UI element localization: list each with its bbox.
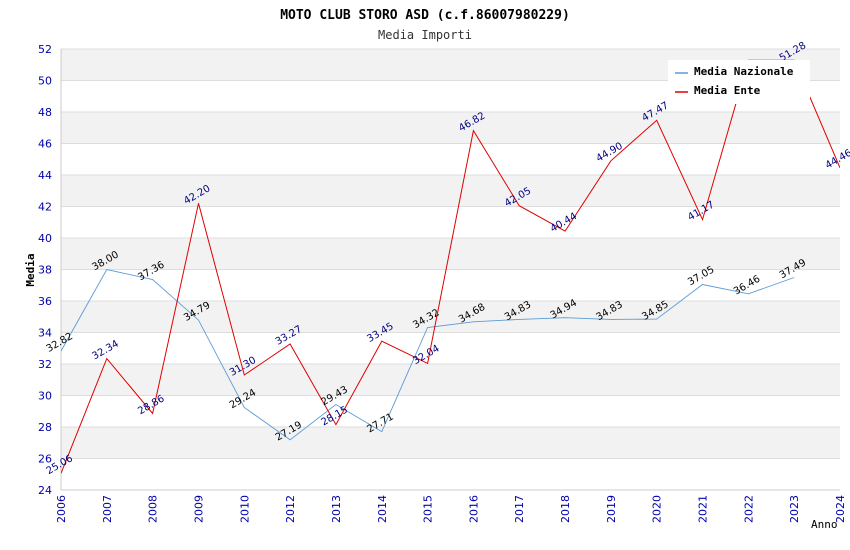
plot-band (61, 301, 840, 333)
chart-subtitle: Media Importi (378, 28, 472, 42)
plot-band (61, 395, 840, 427)
x-axis-tick-labels: 2006 2007 2008 2009 2010 2012 2013 2014 2015 2016… (55, 495, 847, 523)
plot-band (61, 364, 840, 396)
y-axis-title: Media (24, 253, 37, 286)
gridlines (61, 48, 840, 491)
y-tick-label: 52 (38, 43, 52, 56)
x-tick-label: 2019 (605, 495, 618, 523)
x-tick-label: 2015 (422, 495, 435, 523)
y-axis-tick-labels: 24 26 28 30 32 34 36 38 40 42 44 46 48 50 52 (38, 43, 52, 497)
series-line-nazionale (61, 268, 795, 441)
y-tick-label: 26 (38, 453, 52, 466)
y-tick-label: 40 (38, 232, 52, 245)
legend-label-nazionale: Media Nazionale (694, 65, 794, 78)
plot-band (61, 143, 840, 175)
y-tick-label: 44 (38, 169, 52, 182)
plot-background-bands (61, 49, 840, 490)
x-tick-label: 2021 (697, 495, 710, 523)
y-tick-label: 42 (38, 201, 52, 214)
plot-band (61, 269, 840, 301)
y-tick-label: 34 (38, 327, 52, 340)
plot-band (61, 238, 840, 270)
x-tick-label: 2020 (651, 495, 664, 523)
plot-band (61, 206, 840, 238)
plot-band (61, 427, 840, 459)
x-tick-label: 2013 (330, 495, 343, 523)
x-axis-title: Anno (811, 518, 838, 531)
x-tick-label: 2014 (376, 495, 389, 523)
x-tick-label: 2017 (513, 495, 526, 523)
legend-box (668, 60, 810, 104)
x-tick-label: 2016 (467, 495, 480, 523)
x-tick-label: 2018 (559, 495, 572, 523)
plot-band (61, 332, 840, 364)
x-tick-label: 2024 (834, 495, 847, 523)
legend: Media Nazionale Media Ente (668, 60, 810, 104)
series-lines (61, 59, 840, 474)
y-tick-label: 36 (38, 295, 52, 308)
y-tick-label: 50 (38, 75, 52, 88)
x-tick-label: 2007 (101, 495, 114, 523)
y-tick-label: 24 (38, 484, 52, 497)
x-tick-label: 2023 (788, 495, 801, 523)
plot-band (61, 175, 840, 207)
axes (60, 49, 840, 491)
chart-title: MOTO CLUB STORO ASD (c.f.86007980229) (280, 8, 570, 23)
y-tick-label: 48 (38, 106, 52, 119)
y-tick-label: 28 (38, 421, 52, 434)
plot-band (61, 112, 840, 144)
y-tick-label: 38 (38, 264, 52, 277)
x-tick-label: 2008 (147, 495, 160, 523)
x-tick-label: 2012 (284, 495, 297, 523)
legend-label-ente: Media Ente (694, 84, 761, 97)
plot-band (61, 458, 840, 490)
x-tick-label: 2010 (238, 495, 251, 523)
series-line-ente (61, 59, 840, 474)
x-tick-label: 2009 (192, 495, 205, 523)
x-tick-label: 2022 (742, 495, 755, 523)
y-tick-label: 32 (38, 358, 52, 371)
y-tick-label: 46 (38, 138, 52, 151)
y-tick-label: 30 (38, 390, 52, 403)
x-tick-label: 2006 (55, 495, 68, 523)
